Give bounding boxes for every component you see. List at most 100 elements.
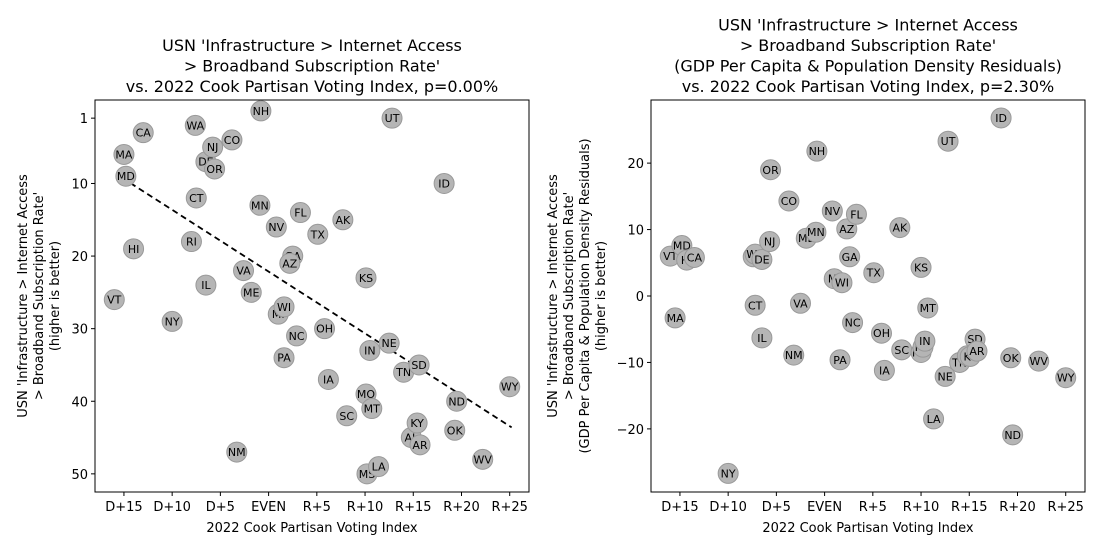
point-label-ct: CT (189, 192, 204, 205)
data-point-ks (355, 267, 377, 289)
chart-title-line: USN 'Infrastructure > Internet Access (718, 16, 1018, 35)
point-label-id: ID (438, 177, 450, 190)
y-tick-label: 50 (71, 468, 88, 483)
data-point-wv (472, 448, 494, 470)
data-point-ut (381, 107, 403, 129)
data-point-ia (873, 359, 895, 381)
data-point-ga (839, 246, 861, 268)
chart-title-line: vs. 2022 Cook Partisan Voting Index, p=2… (682, 77, 1054, 96)
x-tick-label: R+25 (1047, 500, 1083, 515)
data-point-nv (821, 200, 843, 222)
x-tick-label: D+5 (206, 500, 235, 515)
data-point-sc (336, 405, 358, 427)
data-point-nh (250, 100, 272, 122)
point-label-ca: CA (687, 251, 703, 264)
data-point-nv (265, 216, 287, 238)
point-label-co: CO (224, 134, 241, 147)
data-point-wi (831, 272, 853, 294)
point-label-mt: MT (364, 403, 380, 416)
point-label-la: LA (372, 461, 386, 474)
data-point-ny (161, 310, 183, 332)
data-point-wa (184, 114, 206, 136)
x-tick-label: R+20 (443, 500, 479, 515)
point-label-ny: NY (165, 315, 180, 328)
data-point-id (433, 172, 455, 194)
data-point-ca (683, 246, 705, 268)
chart-title-line: (GDP Per Capita & Population Density Res… (674, 57, 1062, 76)
data-point-nd (1002, 424, 1024, 446)
data-point-tx (863, 262, 885, 284)
y-tick-label: 0 (636, 290, 644, 305)
point-label-mo: MO (357, 388, 375, 401)
point-label-oh: OH (316, 323, 333, 336)
x-axis-label: 2022 Cook Partisan Voting Index (762, 521, 974, 536)
data-point-in (914, 330, 936, 352)
data-point-la (368, 456, 390, 478)
data-point-ar (966, 340, 988, 362)
data-point-or (204, 158, 226, 180)
x-tick-label: R+20 (999, 500, 1035, 515)
y-axis-label-line: > Broadband Subscription Rate' (562, 192, 577, 400)
point-label-ia: IA (879, 364, 890, 377)
data-point-mt (917, 297, 939, 319)
data-point-nm (783, 344, 805, 366)
x-tick-label: R+15 (395, 500, 431, 515)
point-label-hi: HI (128, 243, 140, 256)
point-label-ut: UT (941, 135, 956, 148)
data-point-ok (444, 419, 466, 441)
point-label-wy: WY (1057, 372, 1075, 385)
data-point-il (751, 327, 773, 349)
data-point-va (789, 292, 811, 314)
point-label-ia: IA (323, 373, 334, 386)
point-label-co: CO (781, 195, 798, 208)
y-axis-label-line: > Broadband Subscription Rate' (32, 192, 47, 400)
x-tick-label: D+10 (709, 500, 746, 515)
chart-title-line: USN 'Infrastructure > Internet Access (162, 36, 462, 55)
point-label-id: ID (995, 112, 1007, 125)
x-tick-label: D+15 (105, 500, 142, 515)
point-label-nj: NJ (764, 236, 775, 249)
data-point-ma (113, 143, 135, 165)
chart-title-line: > Broadband Subscription Rate' (184, 57, 440, 76)
chart-title-line: vs. 2022 Cook Partisan Voting Index, p=0… (126, 77, 498, 96)
point-label-il: IL (757, 332, 767, 345)
point-label-ne: NE (382, 337, 397, 350)
point-label-wa: WA (186, 119, 204, 132)
data-point-ri (180, 231, 202, 253)
point-label-ar: AR (412, 439, 428, 452)
data-point-mn (805, 221, 827, 243)
data-point-sd (408, 354, 430, 376)
point-label-md: MD (117, 170, 135, 183)
data-point-ne (378, 332, 400, 354)
x-tick-label: EVEN (251, 500, 286, 515)
x-tick-label: R+10 (347, 500, 383, 515)
point-label-or: OR (762, 164, 779, 177)
x-tick-label: D+5 (762, 500, 791, 515)
point-label-la: LA (927, 413, 941, 426)
data-point-nm (226, 441, 248, 463)
data-point-ak (889, 217, 911, 239)
point-label-de: DE (754, 253, 769, 266)
data-point-ca (132, 122, 154, 144)
point-label-va: VA (793, 297, 808, 310)
y-tick-label: 10 (627, 224, 644, 239)
data-point-pa (829, 349, 851, 371)
point-label-oh: OH (873, 327, 890, 340)
point-label-me: ME (243, 286, 259, 299)
y-axis-label-line: (higher is better) (594, 241, 609, 351)
x-tick-label: R+5 (303, 500, 331, 515)
point-label-mt: MT (920, 302, 936, 315)
point-label-fl: FL (294, 207, 307, 220)
data-point-in (359, 339, 381, 361)
data-point-ks (910, 256, 932, 278)
point-label-az: AZ (282, 257, 298, 270)
point-label-tx: TX (310, 228, 326, 241)
point-label-vt: VT (663, 250, 678, 263)
point-label-tx: TX (866, 267, 882, 280)
data-point-ia (317, 368, 339, 390)
data-point-ny (717, 462, 739, 484)
data-point-ok (1000, 347, 1022, 369)
data-point-az (279, 252, 301, 274)
point-label-ny: NY (721, 467, 736, 480)
data-point-co (778, 190, 800, 212)
